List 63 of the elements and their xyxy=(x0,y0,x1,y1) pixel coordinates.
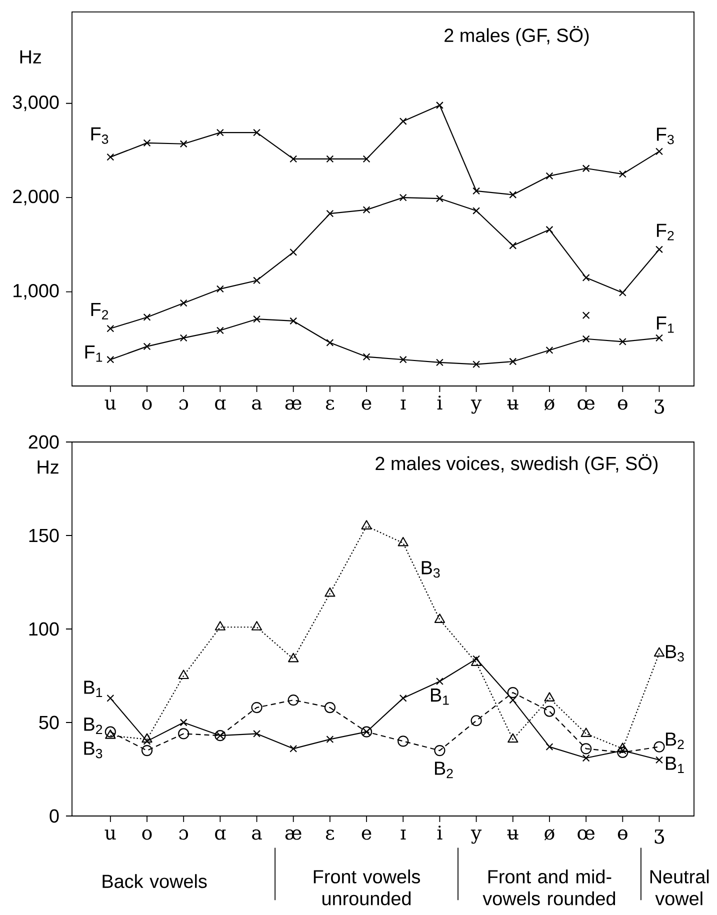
y-tick-label: 50 xyxy=(39,716,59,730)
x-tick-label: ʉ xyxy=(507,830,518,840)
text: F$_{3}$ xyxy=(91,127,108,144)
text: Front vowels unrounded xyxy=(314,869,420,906)
y-axis-title: Hz xyxy=(20,50,41,64)
y-tick-label: 2,000 xyxy=(13,190,59,206)
x-tick-label: y xyxy=(470,400,482,414)
x-tick-label: ø xyxy=(544,398,554,410)
x-tick-label: ɑ xyxy=(215,829,226,840)
y-tick-label: 100 xyxy=(29,622,59,636)
x-tick-label: o xyxy=(142,399,152,410)
series-label: F$_{3}$ xyxy=(656,128,674,144)
x-tick-label: o xyxy=(142,829,152,840)
x-tick-label: œ xyxy=(578,829,594,840)
x-tick-label: ɵ xyxy=(618,829,628,840)
x-tick-label: i xyxy=(437,826,442,840)
x-tick-label: y xyxy=(470,830,482,844)
text: B$_{2}$ xyxy=(435,762,453,778)
x-tick-label: e xyxy=(362,399,372,410)
y-tick-label: 150 xyxy=(29,528,59,542)
x-tick-label: u xyxy=(104,830,116,840)
text: 2 males (GF, SÖ) xyxy=(444,26,589,46)
text: B$_{1}$ xyxy=(666,756,684,773)
x-tick-label: u xyxy=(104,400,116,410)
series-label: F$_{1}$ xyxy=(656,316,674,333)
y-tick-label: 3,000 xyxy=(12,96,59,112)
y-tick-label: 1,000 xyxy=(14,284,59,300)
text: F$_{2}$ xyxy=(656,224,674,240)
x-tick-label: a xyxy=(252,829,262,840)
x-tick-label: ʒ xyxy=(654,400,664,414)
x-tick-label: a xyxy=(252,399,262,410)
text: 2 males voices, swedish (GF, SÖ) xyxy=(376,454,658,474)
legend-label: B$_{2}$ xyxy=(84,718,102,734)
x-tick-label: ɔ xyxy=(179,829,188,840)
x-tick-label: ɪ xyxy=(400,400,406,410)
y-axis-title: Hz xyxy=(38,460,58,474)
series-label: B$_{1}$ xyxy=(431,688,449,705)
x-tick-label: æ xyxy=(285,829,302,840)
x-tick-label: ʉ xyxy=(507,400,518,410)
y-tick-label: 0 xyxy=(50,809,59,823)
x-tick-label: ɔ xyxy=(179,399,188,410)
x-tick-label: æ xyxy=(285,399,302,410)
x-tick-label: œ xyxy=(578,399,594,410)
series-label: F$_{2}$ xyxy=(91,302,108,320)
text: B$_{3}$ xyxy=(84,742,102,758)
text: B$_{2}$ xyxy=(666,732,684,749)
x-tick-label: ɛ xyxy=(326,830,334,840)
x-tick-label: ɪ xyxy=(400,830,406,840)
x-tick-label: ɑ xyxy=(215,399,226,410)
x-tick-label: ɵ xyxy=(618,399,628,410)
text: Back vowels xyxy=(102,874,207,888)
x-tick-label: ɛ xyxy=(326,400,334,410)
text: B$_{1}$ xyxy=(84,680,102,697)
series-label: B$_{3}$ xyxy=(422,561,440,578)
text: Front and mid- vowels rounded xyxy=(482,869,616,906)
text: F$_{1}$ xyxy=(85,346,102,362)
x-tick-label: ʒ xyxy=(654,830,664,844)
y-tick-label: 200 xyxy=(28,435,59,449)
text: Neutral vowel xyxy=(650,869,709,906)
x-tick-label: i xyxy=(437,396,442,410)
x-tick-label: e xyxy=(362,829,372,840)
text: B$_{3}$ xyxy=(666,645,684,662)
x-tick-label: ø xyxy=(544,828,554,840)
